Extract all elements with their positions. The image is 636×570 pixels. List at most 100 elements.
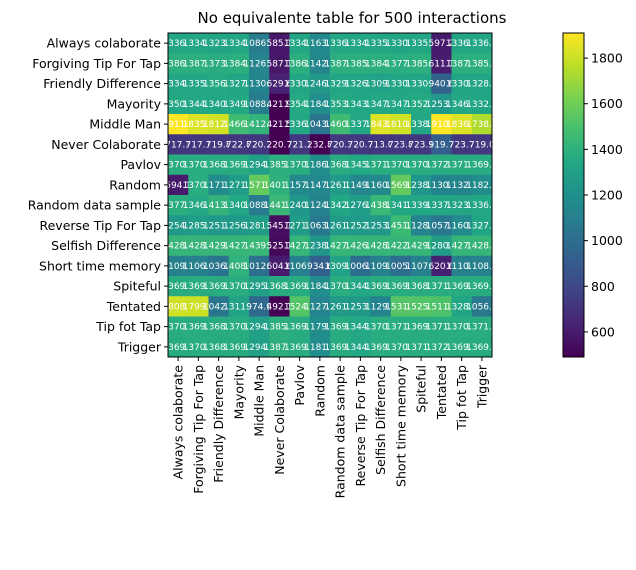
heatmap-cell xyxy=(370,174,392,196)
heatmap-cell xyxy=(309,195,331,216)
cell-value-label: 1441.1 xyxy=(264,201,296,211)
heatmap-cell xyxy=(269,316,290,338)
cell-value-label: 1438.4 xyxy=(365,201,397,211)
x-tick-label: Random xyxy=(312,365,327,417)
cell-value-label: 1056.1 xyxy=(466,302,498,312)
cell-value-label: 1371.1 xyxy=(446,161,478,171)
heatmap-cell xyxy=(350,134,371,155)
cell-value-label: 1332.1 xyxy=(466,100,498,110)
x-tick-label: Trigger xyxy=(474,364,489,409)
cell-value-label: 545.1 xyxy=(266,221,292,231)
cell-value-label: 1334.1 xyxy=(162,80,194,90)
heatmap-cell xyxy=(309,53,331,74)
y-tick-label: Trigger xyxy=(117,339,162,354)
cell-value-label: 1294.8 xyxy=(243,343,275,353)
heatmap-cell xyxy=(431,174,452,196)
cell-value-label: 1109.6 xyxy=(365,262,397,272)
cell-value-label: 1323.7 xyxy=(203,39,235,49)
heatmap-cell xyxy=(249,33,270,54)
heatmap-cell xyxy=(451,235,473,257)
cell-value-label: 1808.1 xyxy=(162,302,194,312)
cell-value-label: 919.7 xyxy=(428,140,454,150)
cell-value-label: 1334.7 xyxy=(345,39,377,49)
heatmap-cell xyxy=(370,276,392,297)
cell-value-label: 1326.2 xyxy=(345,80,377,90)
cell-value-label: 1106.1 xyxy=(183,262,215,272)
cell-value-label: 723.1 xyxy=(408,140,434,150)
heatmap-cell xyxy=(289,215,311,236)
x-tick-label: Always colaborate xyxy=(171,365,186,480)
heatmap-cell xyxy=(411,276,432,297)
cell-value-label: 1252.9 xyxy=(345,221,377,231)
cell-value-label: 1368.1 xyxy=(203,161,235,171)
cell-value-label: 1330.6 xyxy=(446,80,478,90)
cell-value-label: 1347.8 xyxy=(365,100,397,110)
cell-value-label: 1370.1 xyxy=(324,282,356,292)
cell-value-label: 1370.1 xyxy=(223,282,255,292)
cell-value-label: 1281.7 xyxy=(243,221,275,231)
heatmap-cell xyxy=(350,53,371,74)
cell-value-label: 1369.1 xyxy=(223,343,255,353)
cell-value-label: 717.1 xyxy=(185,140,211,150)
cell-value-label: 1179.1 xyxy=(304,323,336,333)
cell-value-label: 1369.1 xyxy=(284,343,316,353)
cell-value-label: 492.1 xyxy=(266,302,292,312)
cell-value-label: 1271.3 xyxy=(223,181,255,191)
cell-value-label: 1372.1 xyxy=(426,343,458,353)
heatmap-cell xyxy=(451,73,473,95)
cell-value-label: 585.1 xyxy=(266,39,292,49)
heatmap-cell xyxy=(471,235,493,257)
cell-value-label: 1107.6 xyxy=(405,262,437,272)
heatmap-cell xyxy=(390,235,412,257)
heatmap-cell xyxy=(269,154,290,176)
heatmap-cell xyxy=(249,316,270,338)
colorbar: 600 800 1000 1200 1400 1600 1800 xyxy=(562,32,623,358)
heatmap-cell xyxy=(330,255,351,277)
cell-value-label: 1330.9 xyxy=(284,80,316,90)
y-tick-label: Middle Man xyxy=(89,117,161,132)
heatmap-cell xyxy=(309,276,331,297)
heatmap-cell xyxy=(330,134,351,155)
heatmap-cell xyxy=(168,296,189,317)
cell-value-label: 713.0 xyxy=(368,140,394,150)
cell-value-label: 1385.1 xyxy=(466,59,498,69)
heatmap-cell xyxy=(330,235,351,257)
heatmap-cell xyxy=(350,336,371,358)
heatmap-cell xyxy=(249,73,270,95)
cell-value-label: 1334.5 xyxy=(223,39,255,49)
heatmap-cell xyxy=(269,235,290,257)
cell-value-label: 1369.1 xyxy=(466,282,498,292)
cell-value-label: 1368.1 xyxy=(264,282,296,292)
heatmap-cell xyxy=(390,154,412,176)
cell-value-label: 1334.7 xyxy=(183,39,215,49)
heatmap-cell xyxy=(330,114,351,135)
heatmap-cell xyxy=(431,93,452,115)
cell-value-label: 1350.1 xyxy=(162,100,194,110)
cell-value-label: 1254.1 xyxy=(162,221,194,231)
heatmap-cell xyxy=(168,276,189,297)
cell-value-label: 934.6 xyxy=(307,262,333,272)
heatmap-cell xyxy=(431,53,452,74)
x-tick-label: Pavlov xyxy=(292,364,307,405)
heatmap-cell xyxy=(168,255,189,277)
heatmap-cell xyxy=(330,174,351,196)
heatmap-cell xyxy=(471,195,493,216)
heatmap-cell xyxy=(188,53,209,74)
cell-value-label: 1336.1 xyxy=(466,201,498,211)
heatmap-cell xyxy=(411,93,432,115)
heatmap-cell xyxy=(228,134,250,155)
heatmap-cell xyxy=(350,316,371,338)
heatmap-cell xyxy=(188,134,209,155)
cell-value-label: 1109.1 xyxy=(162,262,194,272)
cell-value-label: 1343.1 xyxy=(345,100,377,110)
cell-value-label: 1184.1 xyxy=(304,100,336,110)
cell-value-label: 1323.1 xyxy=(446,201,478,211)
cell-value-label: 1368.1 xyxy=(324,161,356,171)
heatmap-cell xyxy=(411,73,432,95)
cell-value-label: 1377.1 xyxy=(162,201,194,211)
heatmap-cell xyxy=(309,33,331,54)
heatmap-cell xyxy=(269,195,290,216)
heatmap-cell xyxy=(350,114,371,135)
heatmap-cell xyxy=(431,33,452,54)
colorbar-tick-label: 1600 xyxy=(591,96,623,111)
